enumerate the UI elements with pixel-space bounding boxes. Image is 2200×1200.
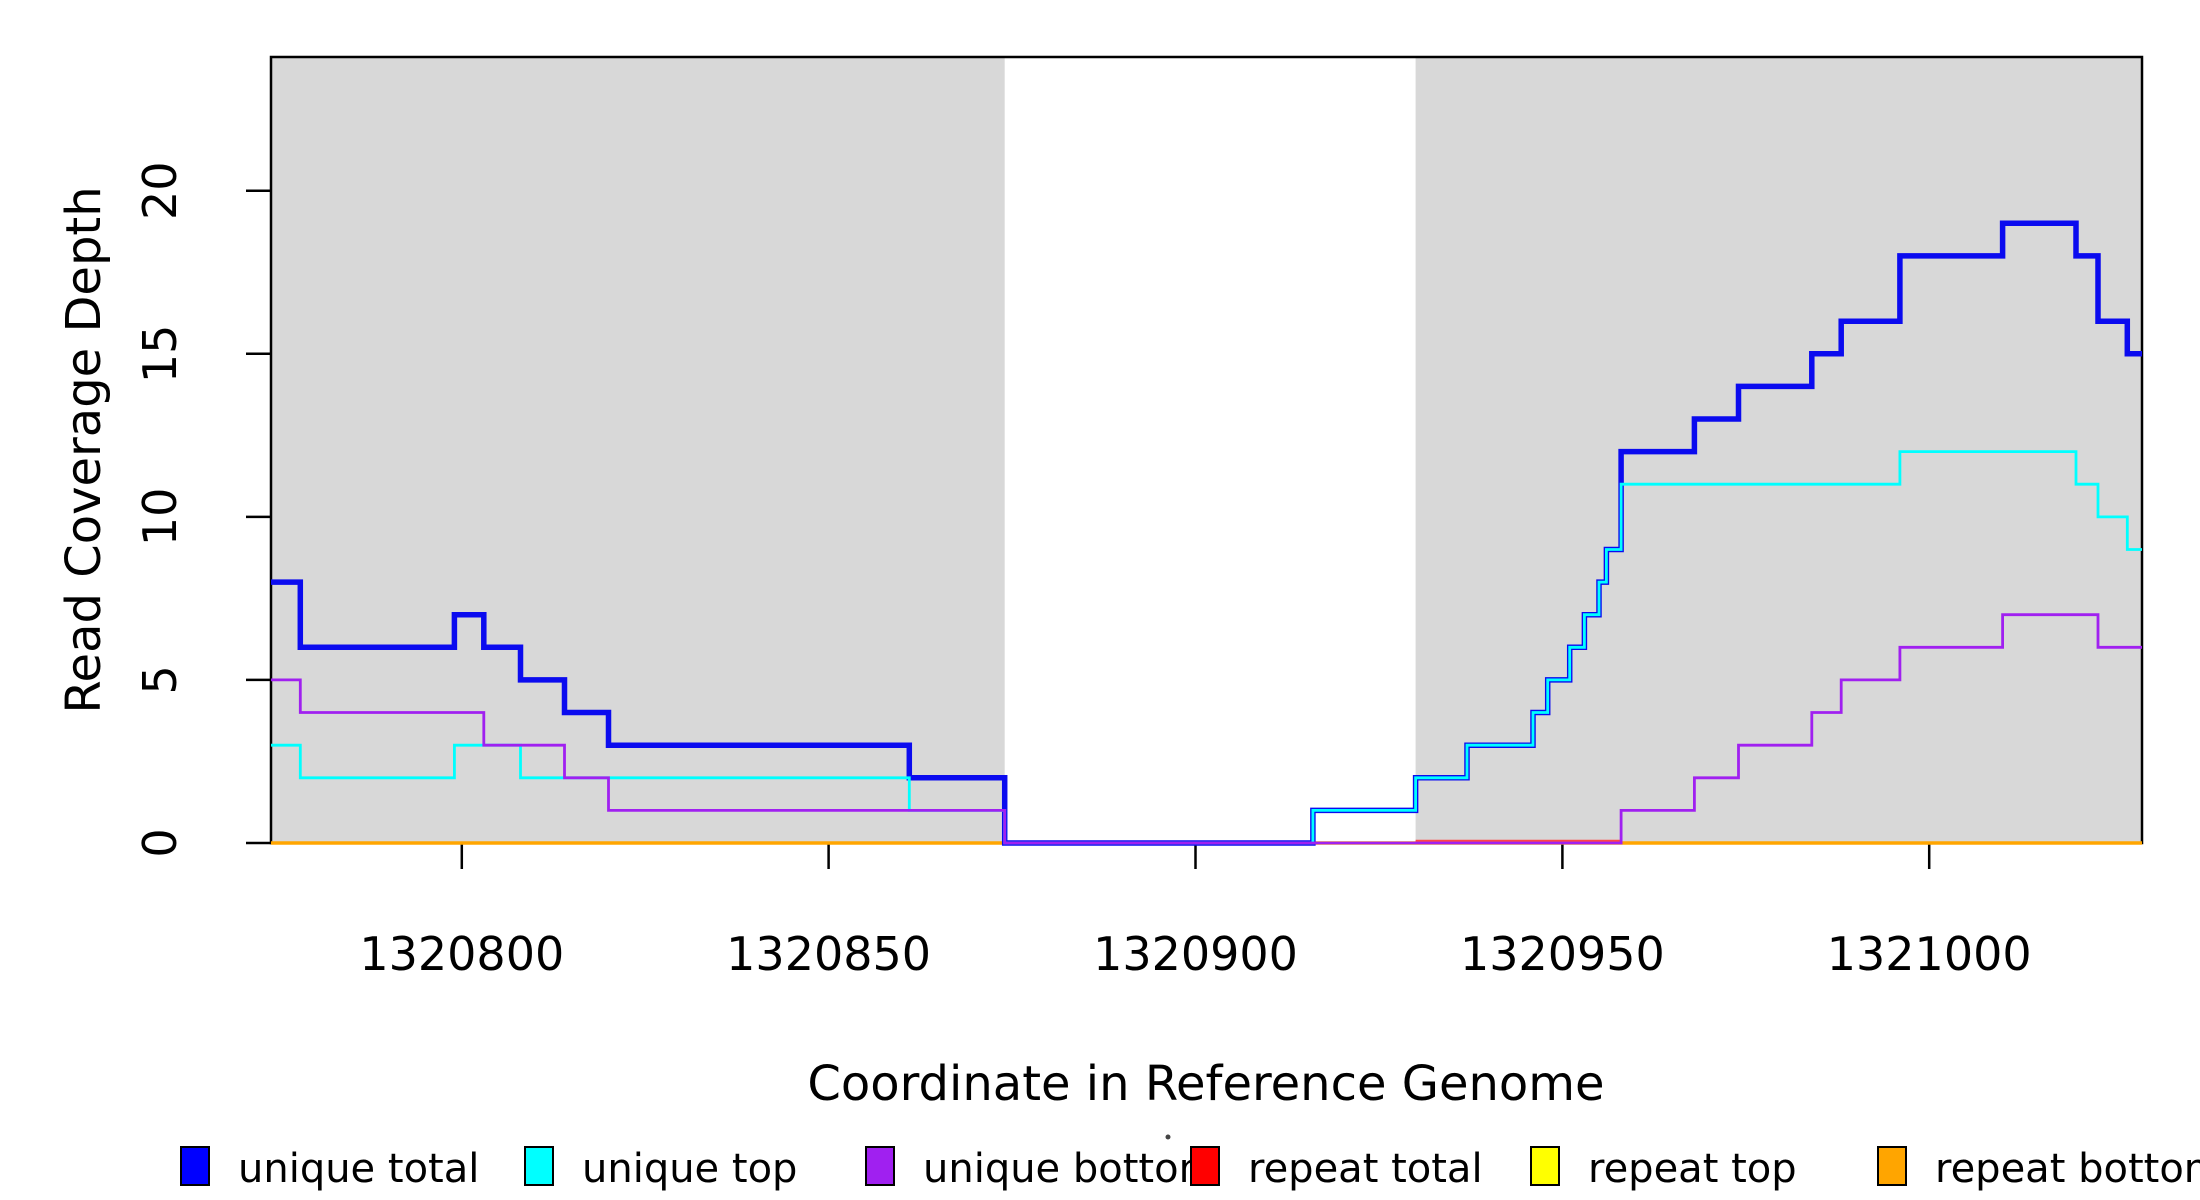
x-tick-label: 1321000: [1827, 927, 2032, 981]
series-unique-bottom-line: [271, 613, 2142, 845]
x-tick-label: 1320850: [726, 927, 931, 981]
legend-item-unique-bottom: unique bottom: [865, 1146, 1218, 1192]
legend-item-repeat-top: repeat top: [1530, 1146, 1797, 1192]
legend-label-unique-total: unique total: [238, 1146, 479, 1192]
legend-item-repeat-bottom: repeat bottom: [1877, 1146, 2200, 1192]
series-unique-top-line: [271, 450, 2142, 845]
y-tick-label: 15: [133, 325, 187, 384]
legend-item-repeat-total: repeat total: [1190, 1146, 1483, 1192]
legend-item-unique-top: unique top: [524, 1146, 797, 1192]
legend-swatch-unique-total: [180, 1146, 210, 1186]
x-axis-title: Coordinate in Reference Genome: [807, 1056, 1604, 1112]
legend-label-unique-top: unique top: [582, 1146, 797, 1192]
legend-swatch-unique-top: [524, 1146, 554, 1186]
unique-region-left: [271, 57, 1005, 843]
legend-item-unique-total: unique total: [180, 1146, 479, 1192]
legend-swatch-repeat-top: [1530, 1146, 1560, 1186]
legend: unique total unique top unique bottom repea…: [180, 1146, 2200, 1192]
unique-region-right: [1415, 57, 2142, 843]
y-tick-label: 5: [133, 665, 187, 694]
y-tick-label: 0: [133, 828, 187, 857]
legend-label-unique-bottom: unique bottom: [923, 1146, 1218, 1192]
legend-swatch-repeat-total: [1190, 1146, 1220, 1186]
y-tick-label: 20: [133, 161, 187, 220]
legend-swatch-repeat-bottom: [1877, 1146, 1907, 1186]
x-tick-label: 1320800: [359, 927, 564, 981]
legend-swatch-unique-bottom: [865, 1146, 895, 1186]
y-tick-label: 10: [133, 488, 187, 547]
x-tick-label: 1320900: [1093, 927, 1298, 981]
legend-label-repeat-total: repeat total: [1248, 1146, 1483, 1192]
legend-label-repeat-top: repeat top: [1588, 1146, 1797, 1192]
y-axis-title: Read Coverage Depth: [56, 186, 112, 713]
x-tick-label: 1320950: [1460, 927, 1665, 981]
stray-mark-dot: [1165, 1134, 1171, 1140]
legend-label-repeat-bottom: repeat bottom: [1935, 1146, 2200, 1192]
